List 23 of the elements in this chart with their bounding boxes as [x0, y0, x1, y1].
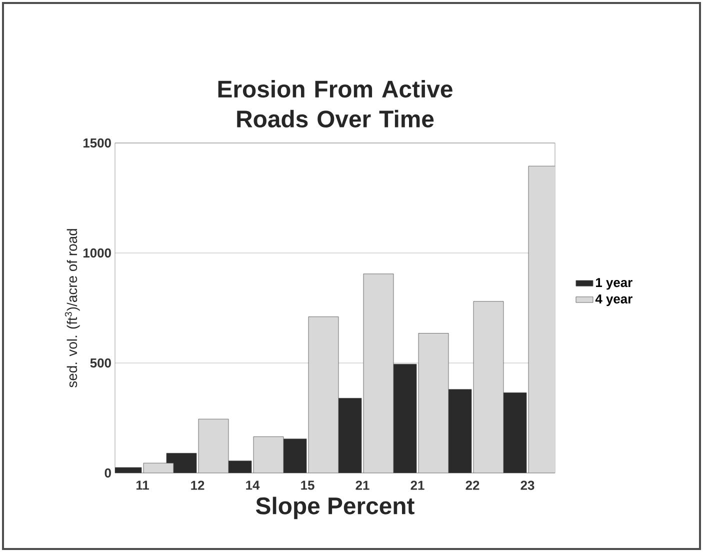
y-axis-title: sed. vol. (ft$^{3}$)/acre of road — [64, 229, 80, 388]
x-tick-label: 23 — [520, 480, 534, 490]
bar — [474, 301, 504, 473]
bar — [418, 333, 448, 473]
x-tick-label: 21 — [356, 480, 370, 490]
chart-title: Erosion From Active Roads Over Time — [218, 80, 452, 128]
x-tick-label: 11 — [136, 480, 149, 490]
legend-label: 1 year — [596, 278, 632, 290]
x-tick-label: 15 — [301, 480, 314, 490]
x-tick-label: 21 — [410, 480, 424, 490]
legend-label: 4 year — [595, 294, 632, 306]
y-tick-label: 1500 — [83, 138, 111, 148]
bar — [198, 419, 229, 473]
bar — [364, 274, 394, 473]
x-tick-label: 12 — [191, 480, 204, 490]
x-axis-title: Slope Percent — [256, 496, 414, 520]
y-tick-label: 0 — [104, 468, 111, 478]
bar — [254, 436, 284, 473]
y-tick-label: 1000 — [83, 248, 111, 258]
y-tick-label: 500 — [90, 358, 111, 368]
x-tick-label: 22 — [466, 480, 480, 490]
x-tick-label: 14 — [246, 480, 260, 490]
bar — [308, 316, 338, 473]
